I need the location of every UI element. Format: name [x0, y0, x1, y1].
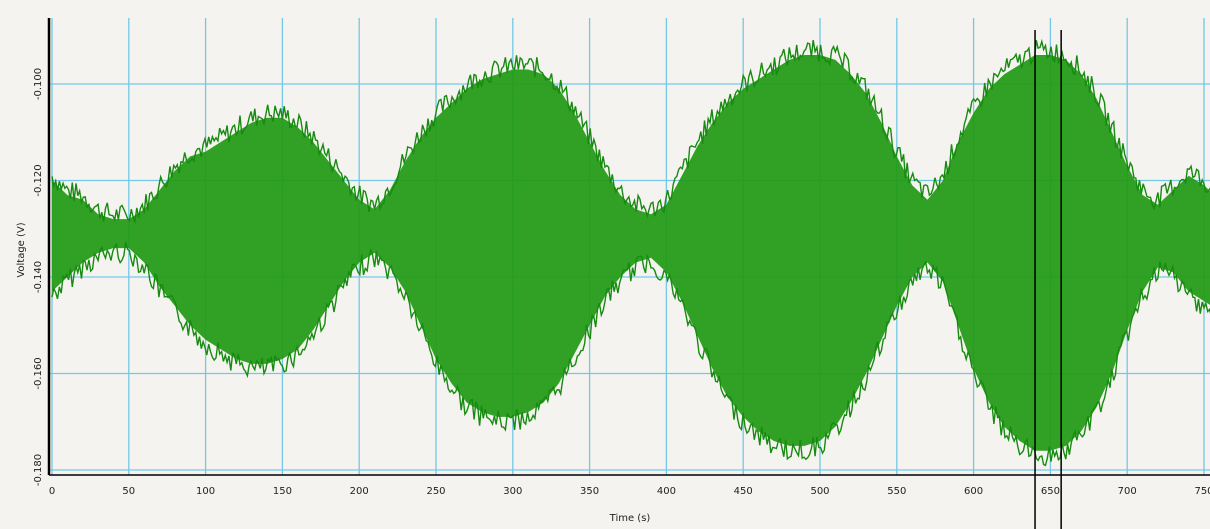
y-tick-label: -0.140 [33, 261, 44, 293]
x-tick-label: 600 [964, 486, 983, 497]
x-axis-title: Time (s) [609, 513, 651, 524]
series-upper-edge [51, 38, 1210, 225]
x-tick-label: 650 [1041, 486, 1060, 497]
x-tick-label: 250 [426, 486, 445, 497]
x-tick-label: 550 [887, 486, 906, 497]
x-tick-label: 0 [49, 486, 55, 497]
x-tick-label: 150 [273, 486, 292, 497]
cursor-lines [1034, 30, 1062, 529]
series-lower-edge [51, 241, 1210, 467]
x-tick-label: 100 [196, 486, 215, 497]
x-tick-label: 400 [657, 486, 676, 497]
y-axis-title: Voltage (V) [16, 222, 27, 277]
axes [47, 18, 1210, 476]
x-tick-label: 300 [503, 486, 522, 497]
x-tick-label: 700 [1118, 486, 1137, 497]
x-tick-label: 450 [734, 486, 753, 497]
y-tick-label: -0.100 [33, 68, 44, 100]
y-tick-label: -0.160 [33, 357, 44, 389]
axis-labels: Time (s) Voltage (V) 0 50 100 150 200 250 300 3… [16, 68, 1210, 524]
series-envelope-area [52, 55, 1210, 451]
x-tick-label: 500 [810, 486, 829, 497]
x-tick-label: 200 [350, 486, 369, 497]
signal-envelope [51, 38, 1210, 467]
x-tick-label: 350 [580, 486, 599, 497]
x-tick-label: 50 [122, 486, 135, 497]
x-tick-label: 750 [1194, 486, 1210, 497]
y-tick-label: -0.180 [33, 454, 44, 486]
y-tick-label: -0.120 [33, 164, 44, 196]
